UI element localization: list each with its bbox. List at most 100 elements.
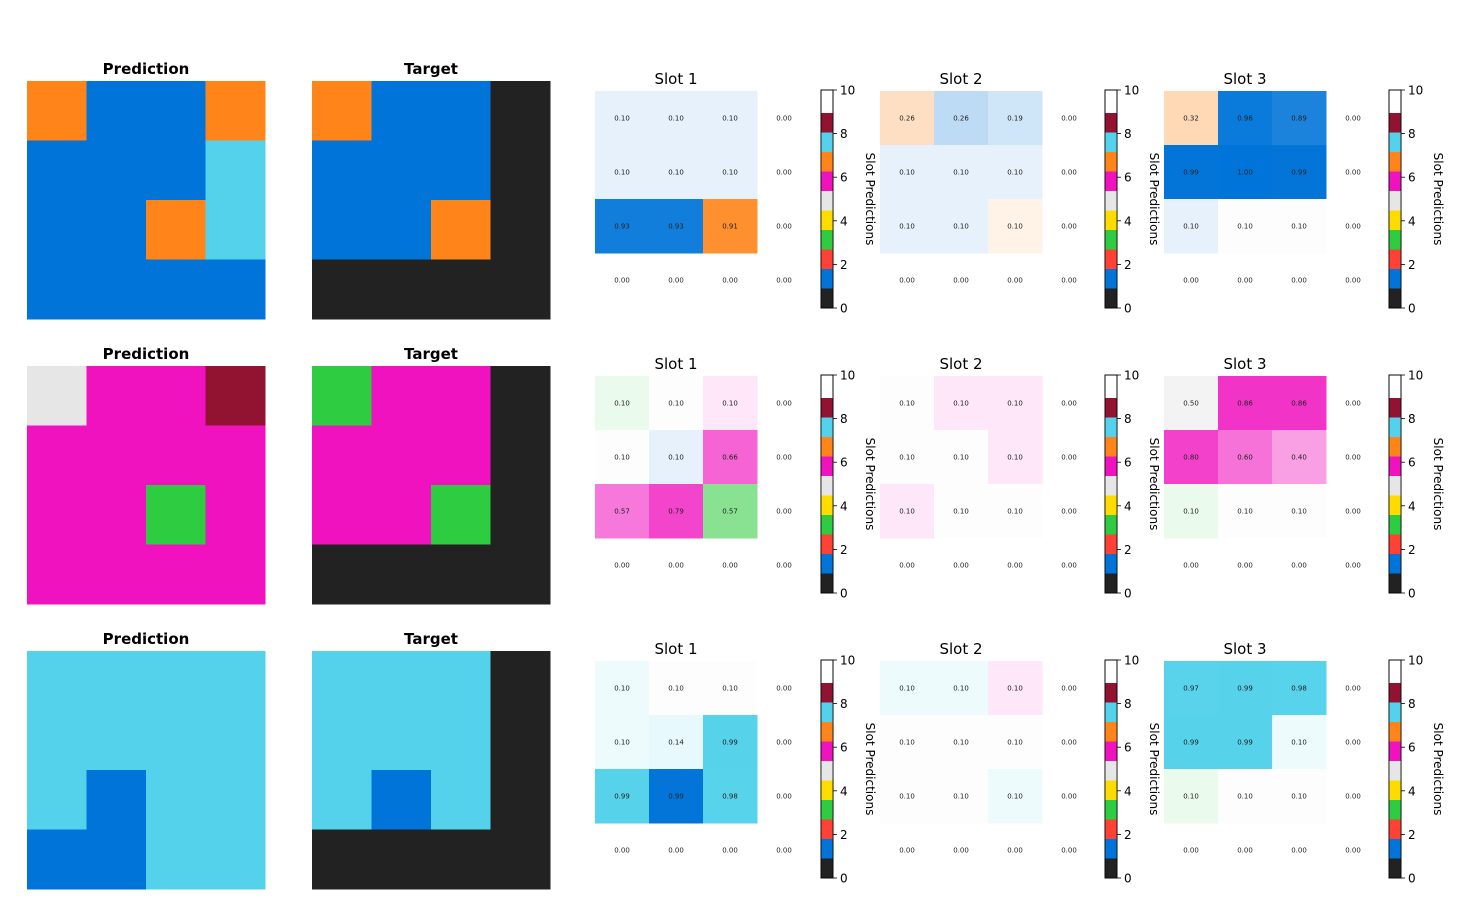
slot-cell xyxy=(595,91,650,146)
grid-cell xyxy=(86,200,147,260)
slot-value-label: 0.00 xyxy=(776,277,792,285)
slot-value-label: 0.00 xyxy=(1345,508,1361,516)
slot-value-label: 0.19 xyxy=(1007,115,1023,123)
grid-cell xyxy=(86,544,147,605)
colorbar-tick-label: 10 xyxy=(1124,369,1139,383)
slot-value-label: 0.00 xyxy=(953,847,969,855)
slot-cell xyxy=(1164,715,1219,770)
slot-value-label: 0.10 xyxy=(614,400,630,408)
colorbar-tick-label: 0 xyxy=(1408,302,1416,316)
colorbar-segment xyxy=(1389,152,1401,172)
slot-cell xyxy=(595,145,650,200)
slot-value-label: 0.00 xyxy=(776,508,792,516)
slot-value-label: 0.10 xyxy=(614,685,630,693)
slot-value-label: 0.00 xyxy=(776,847,792,855)
panel-slot-3-row-3: Slot 3 0.97 0.99 0.98 0.00 0.99 0.99 0.10 0.00 0.… xyxy=(1164,640,1445,886)
colorbar-segment xyxy=(1389,495,1401,515)
colorbar-segment xyxy=(1105,722,1117,742)
panel-target-row-2: Target xyxy=(312,345,551,605)
colorbar-label: Slot Predictions xyxy=(863,153,877,246)
colorbar-tick-label: 2 xyxy=(1408,543,1416,557)
grid-cell xyxy=(312,544,372,605)
grid-cell xyxy=(27,770,87,830)
slot-value-label: 0.00 xyxy=(953,562,969,570)
panel-title: Target xyxy=(404,60,458,78)
colorbar-outline xyxy=(820,89,834,309)
colorbar-segment xyxy=(1105,780,1117,800)
colorbar-segment xyxy=(1105,113,1117,133)
slot-cell xyxy=(595,661,650,716)
colorbar-tick-label: 8 xyxy=(1408,697,1416,711)
colorbar-segment xyxy=(1105,210,1117,230)
slot-value-label: 0.10 xyxy=(953,739,969,747)
grid-cell xyxy=(205,366,266,426)
slot-cell xyxy=(934,199,989,254)
slot-cell xyxy=(1272,715,1327,770)
slot-value-label: 0.10 xyxy=(899,169,915,177)
slot-value-label: 0.00 xyxy=(614,847,630,855)
grid-cell xyxy=(27,259,87,320)
grid-cell xyxy=(312,366,372,426)
slot-value-label: 0.00 xyxy=(722,277,738,285)
grid-cell xyxy=(431,366,491,426)
slot-value-label: 0.99 xyxy=(1291,169,1307,177)
grid-cell xyxy=(312,200,372,260)
panel-slot-1-row-2: Slot 1 0.10 0.10 0.10 0.00 0.10 0.10 0.66 0.00 0.… xyxy=(595,355,877,601)
colorbar-segment xyxy=(821,437,833,457)
slot-cell xyxy=(1272,484,1327,539)
slot-value-label: 0.10 xyxy=(899,508,915,516)
slot-value-label: 0.10 xyxy=(722,169,738,177)
slot-cell xyxy=(934,376,989,431)
grid-cell xyxy=(312,140,372,201)
colorbar-segment xyxy=(821,819,833,839)
grid-cell xyxy=(431,544,491,605)
grid-cell xyxy=(431,770,491,830)
colorbar-segment xyxy=(821,800,833,820)
grid-cell xyxy=(146,651,206,711)
grid-cell xyxy=(431,81,491,141)
colorbar-label: Slot Predictions xyxy=(1147,438,1161,531)
slot-value-label: 0.00 xyxy=(1345,562,1361,570)
grid-cell xyxy=(205,259,266,320)
grid-cell xyxy=(431,485,491,545)
colorbar-segment xyxy=(1105,839,1117,859)
colorbar-segment xyxy=(1105,230,1117,250)
slot-value-label: 0.40 xyxy=(1291,454,1307,462)
colorbar-segment xyxy=(1105,191,1117,211)
slot-value-label: 0.10 xyxy=(953,793,969,801)
slot-value-label: 0.00 xyxy=(1345,169,1361,177)
grid-cell xyxy=(312,770,372,830)
grid-cell xyxy=(205,485,266,545)
colorbar-segment xyxy=(821,288,833,308)
slot-cell xyxy=(703,430,758,485)
slot-cell xyxy=(1164,91,1219,146)
panel-prediction-row-1: Prediction xyxy=(27,60,266,320)
colorbar-tick-label: 4 xyxy=(1124,499,1132,513)
slot-value-label: 0.10 xyxy=(1007,508,1023,516)
slot-value-label: 0.00 xyxy=(1061,739,1077,747)
slot-cell xyxy=(988,661,1043,716)
slot-value-label: 0.89 xyxy=(1291,115,1307,123)
grid-cell xyxy=(431,200,491,260)
colorbar-segment xyxy=(821,741,833,761)
grid-cell xyxy=(371,140,432,201)
colorbar-outline xyxy=(1104,89,1118,309)
slot-value-label: 0.10 xyxy=(1007,739,1023,747)
slot-cell xyxy=(934,769,989,824)
grid-cell xyxy=(146,770,206,830)
colorbar-segment xyxy=(821,417,833,437)
slot-cell xyxy=(703,484,758,539)
slot-cell xyxy=(1272,376,1327,431)
slot-value-label: 0.00 xyxy=(899,277,915,285)
slot-cell xyxy=(988,91,1043,146)
colorbar-segment xyxy=(1389,741,1401,761)
slot-value-label: 0.99 xyxy=(1183,739,1199,747)
grid-cell xyxy=(146,710,206,771)
panel-prediction-row-2: Prediction xyxy=(27,345,266,605)
slot-cell xyxy=(595,199,650,254)
colorbar: 0 2 4 6 8 10 Slot Predictions xyxy=(820,84,877,316)
colorbar-segment xyxy=(1389,761,1401,781)
colorbar-tick-label: 4 xyxy=(840,214,848,228)
slot-value-label: 0.00 xyxy=(1237,277,1253,285)
colorbar-segment xyxy=(1389,800,1401,820)
